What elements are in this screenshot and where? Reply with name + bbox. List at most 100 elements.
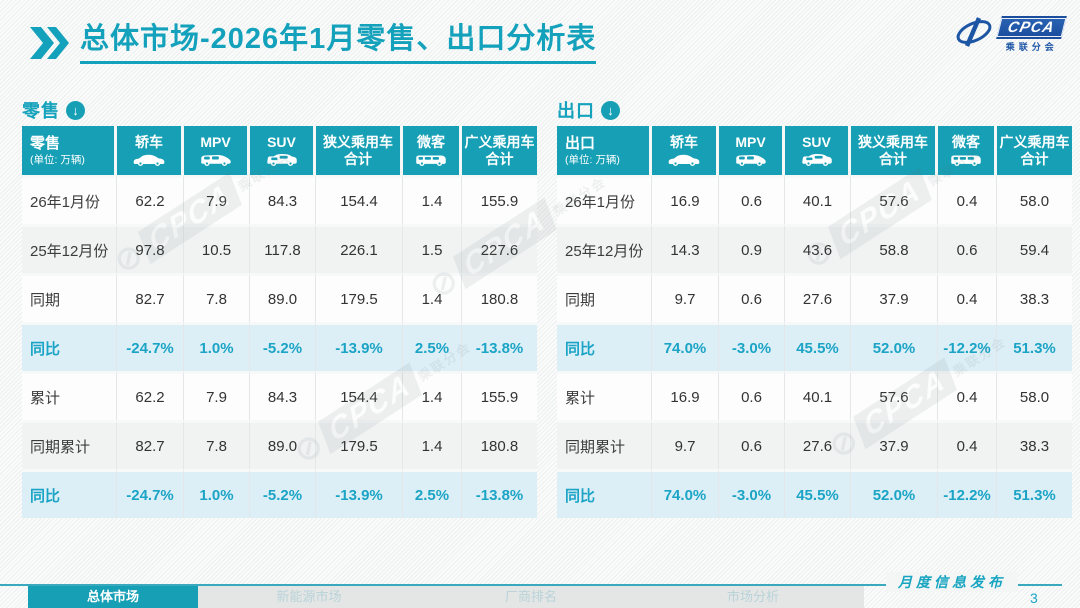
cell-value: 57.6: [851, 175, 938, 224]
row-label: 26年1月份: [557, 175, 652, 224]
table-row: 同期 82.7 7.8 89.0 179.5 1.4 180.8: [22, 273, 537, 322]
table-row: 同期累计 82.7 7.8 89.0 179.5 1.4 180.8: [22, 420, 537, 469]
cell-value: 45.5%: [785, 469, 851, 518]
cell-value: 10.5: [184, 224, 250, 273]
cell-value: 226.1: [316, 224, 403, 273]
cell-value: 89.0: [250, 273, 316, 322]
cell-value: 1.4: [403, 371, 462, 420]
column-header-狭义乘用车: 狭义乘用车 合计: [316, 126, 403, 175]
cell-value: -3.0%: [719, 469, 785, 518]
export-section-label: 出口: [557, 101, 595, 121]
cell-value: 40.1: [785, 371, 851, 420]
cell-value: 84.3: [250, 175, 316, 224]
column-header-MPV: MPV: [719, 126, 785, 175]
cell-value: -24.7%: [117, 469, 184, 518]
table-row: 25年12月份 97.8 10.5 117.8 226.1 1.5 227.6: [22, 224, 537, 273]
table-row: 26年1月份 62.2 7.9 84.3 154.4 1.4 155.9: [22, 175, 537, 224]
table-row: 同比 -24.7% 1.0% -5.2% -13.9% 2.5% -13.8%: [22, 322, 537, 371]
column-header-广义乘用车: 广义乘用车 合计: [997, 126, 1072, 175]
table-row: 26年1月份 16.9 0.6 40.1 57.6 0.4 58.0: [557, 175, 1072, 224]
cell-value: 0.6: [719, 420, 785, 469]
cell-value: 82.7: [117, 273, 184, 322]
cell-value: -5.2%: [250, 469, 316, 518]
cell-value: 227.6: [462, 224, 537, 273]
table-row: 累计 16.9 0.6 40.1 57.6 0.4 58.0: [557, 371, 1072, 420]
cell-value: 84.3: [250, 371, 316, 420]
column-header-微客: 微客: [403, 126, 462, 175]
table-row: 同期 9.7 0.6 27.6 37.9 0.4 38.3: [557, 273, 1072, 322]
cell-value: 59.4: [997, 224, 1072, 273]
cell-value: 155.9: [462, 175, 537, 224]
cell-value: 155.9: [462, 371, 537, 420]
table-row: 同比 74.0% -3.0% 45.5% 52.0% -12.2% 51.3%: [557, 322, 1072, 371]
cpca-logo: CPCA 乘联分会: [953, 16, 1067, 55]
cell-value: 2.5%: [403, 469, 462, 518]
footer-tab-1[interactable]: 总体市场: [28, 586, 198, 608]
cell-value: 51.3%: [997, 322, 1072, 371]
export-table-block: 出口 ↓ 出口 (单位: 万辆) 轿车 MPV SUV 狭义乘用车 合计 微客 广义乘用车 合计 2…: [557, 97, 1072, 518]
row-label: 同比: [557, 469, 652, 518]
cell-value: 97.8: [117, 224, 184, 273]
column-header-狭义乘用车: 狭义乘用车 合计: [851, 126, 938, 175]
cell-value: 62.2: [117, 175, 184, 224]
cell-value: 1.5: [403, 224, 462, 273]
row-label: 同期累计: [22, 420, 117, 469]
cell-value: 52.0%: [851, 469, 938, 518]
cell-value: 43.6: [785, 224, 851, 273]
cell-value: 16.9: [652, 371, 719, 420]
mpv-icon: [719, 152, 782, 167]
release-note: 月度信息发布: [886, 572, 1018, 592]
cell-value: 37.9: [851, 420, 938, 469]
cell-value: 74.0%: [652, 469, 719, 518]
table-row: 同期累计 9.7 0.6 27.6 37.9 0.4 38.3: [557, 420, 1072, 469]
cell-value: 62.2: [117, 371, 184, 420]
column-header-微客: 微客: [938, 126, 997, 175]
row-label: 26年1月份: [22, 175, 117, 224]
cell-value: 74.0%: [652, 322, 719, 371]
cell-value: 9.7: [652, 420, 719, 469]
export-corner-header: 出口 (单位: 万辆): [557, 126, 652, 175]
cell-value: -12.2%: [938, 322, 997, 371]
row-label: 25年12月份: [557, 224, 652, 273]
row-label: 25年12月份: [22, 224, 117, 273]
cell-value: 0.6: [719, 175, 785, 224]
cell-value: 14.3: [652, 224, 719, 273]
cell-value: -5.2%: [250, 322, 316, 371]
cell-value: 38.3: [997, 420, 1072, 469]
table-row: 同比 -24.7% 1.0% -5.2% -13.9% 2.5% -13.8%: [22, 469, 537, 518]
footer-tab-3[interactable]: 厂商排名: [420, 586, 642, 608]
retail-table: 零售 (单位: 万辆) 轿车 MPV SUV 狭义乘用车 合计 微客 广义乘用车 合计 26年1月份…: [22, 126, 537, 518]
cell-value: -3.0%: [719, 322, 785, 371]
footer-divider: [0, 584, 1062, 586]
table-row: 同比 74.0% -3.0% 45.5% 52.0% -12.2% 51.3%: [557, 469, 1072, 518]
cell-value: -13.9%: [316, 322, 403, 371]
column-header-MPV: MPV: [184, 126, 250, 175]
cell-value: 40.1: [785, 175, 851, 224]
cell-value: 154.4: [316, 175, 403, 224]
table-row: 25年12月份 14.3 0.9 43.6 58.8 0.6 59.4: [557, 224, 1072, 273]
cell-value: 2.5%: [403, 322, 462, 371]
cell-value: 38.3: [997, 273, 1072, 322]
footer-tab-2[interactable]: 新能源市场: [198, 586, 420, 608]
cell-value: 0.6: [938, 224, 997, 273]
cell-value: 117.8: [250, 224, 316, 273]
title-row: 总体市场-2026年1月零售、出口分析表: [30, 23, 597, 64]
cell-value: 58.0: [997, 371, 1072, 420]
table-row: 累计 62.2 7.9 84.3 154.4 1.4 155.9: [22, 371, 537, 420]
cell-value: 1.0%: [184, 322, 250, 371]
row-label: 累计: [557, 371, 652, 420]
page-number: 3: [1030, 590, 1038, 606]
cell-value: 0.4: [938, 420, 997, 469]
cell-value: -13.8%: [462, 322, 537, 371]
cell-value: 0.6: [719, 273, 785, 322]
cell-value: 52.0%: [851, 322, 938, 371]
cell-value: 1.4: [403, 273, 462, 322]
cell-value: 58.8: [851, 224, 938, 273]
cell-value: 27.6: [785, 273, 851, 322]
footer-tab-4[interactable]: 市场分析: [642, 586, 864, 608]
cell-value: 1.0%: [184, 469, 250, 518]
cell-value: 0.4: [938, 371, 997, 420]
cell-value: 7.8: [184, 273, 250, 322]
cell-value: 82.7: [117, 420, 184, 469]
